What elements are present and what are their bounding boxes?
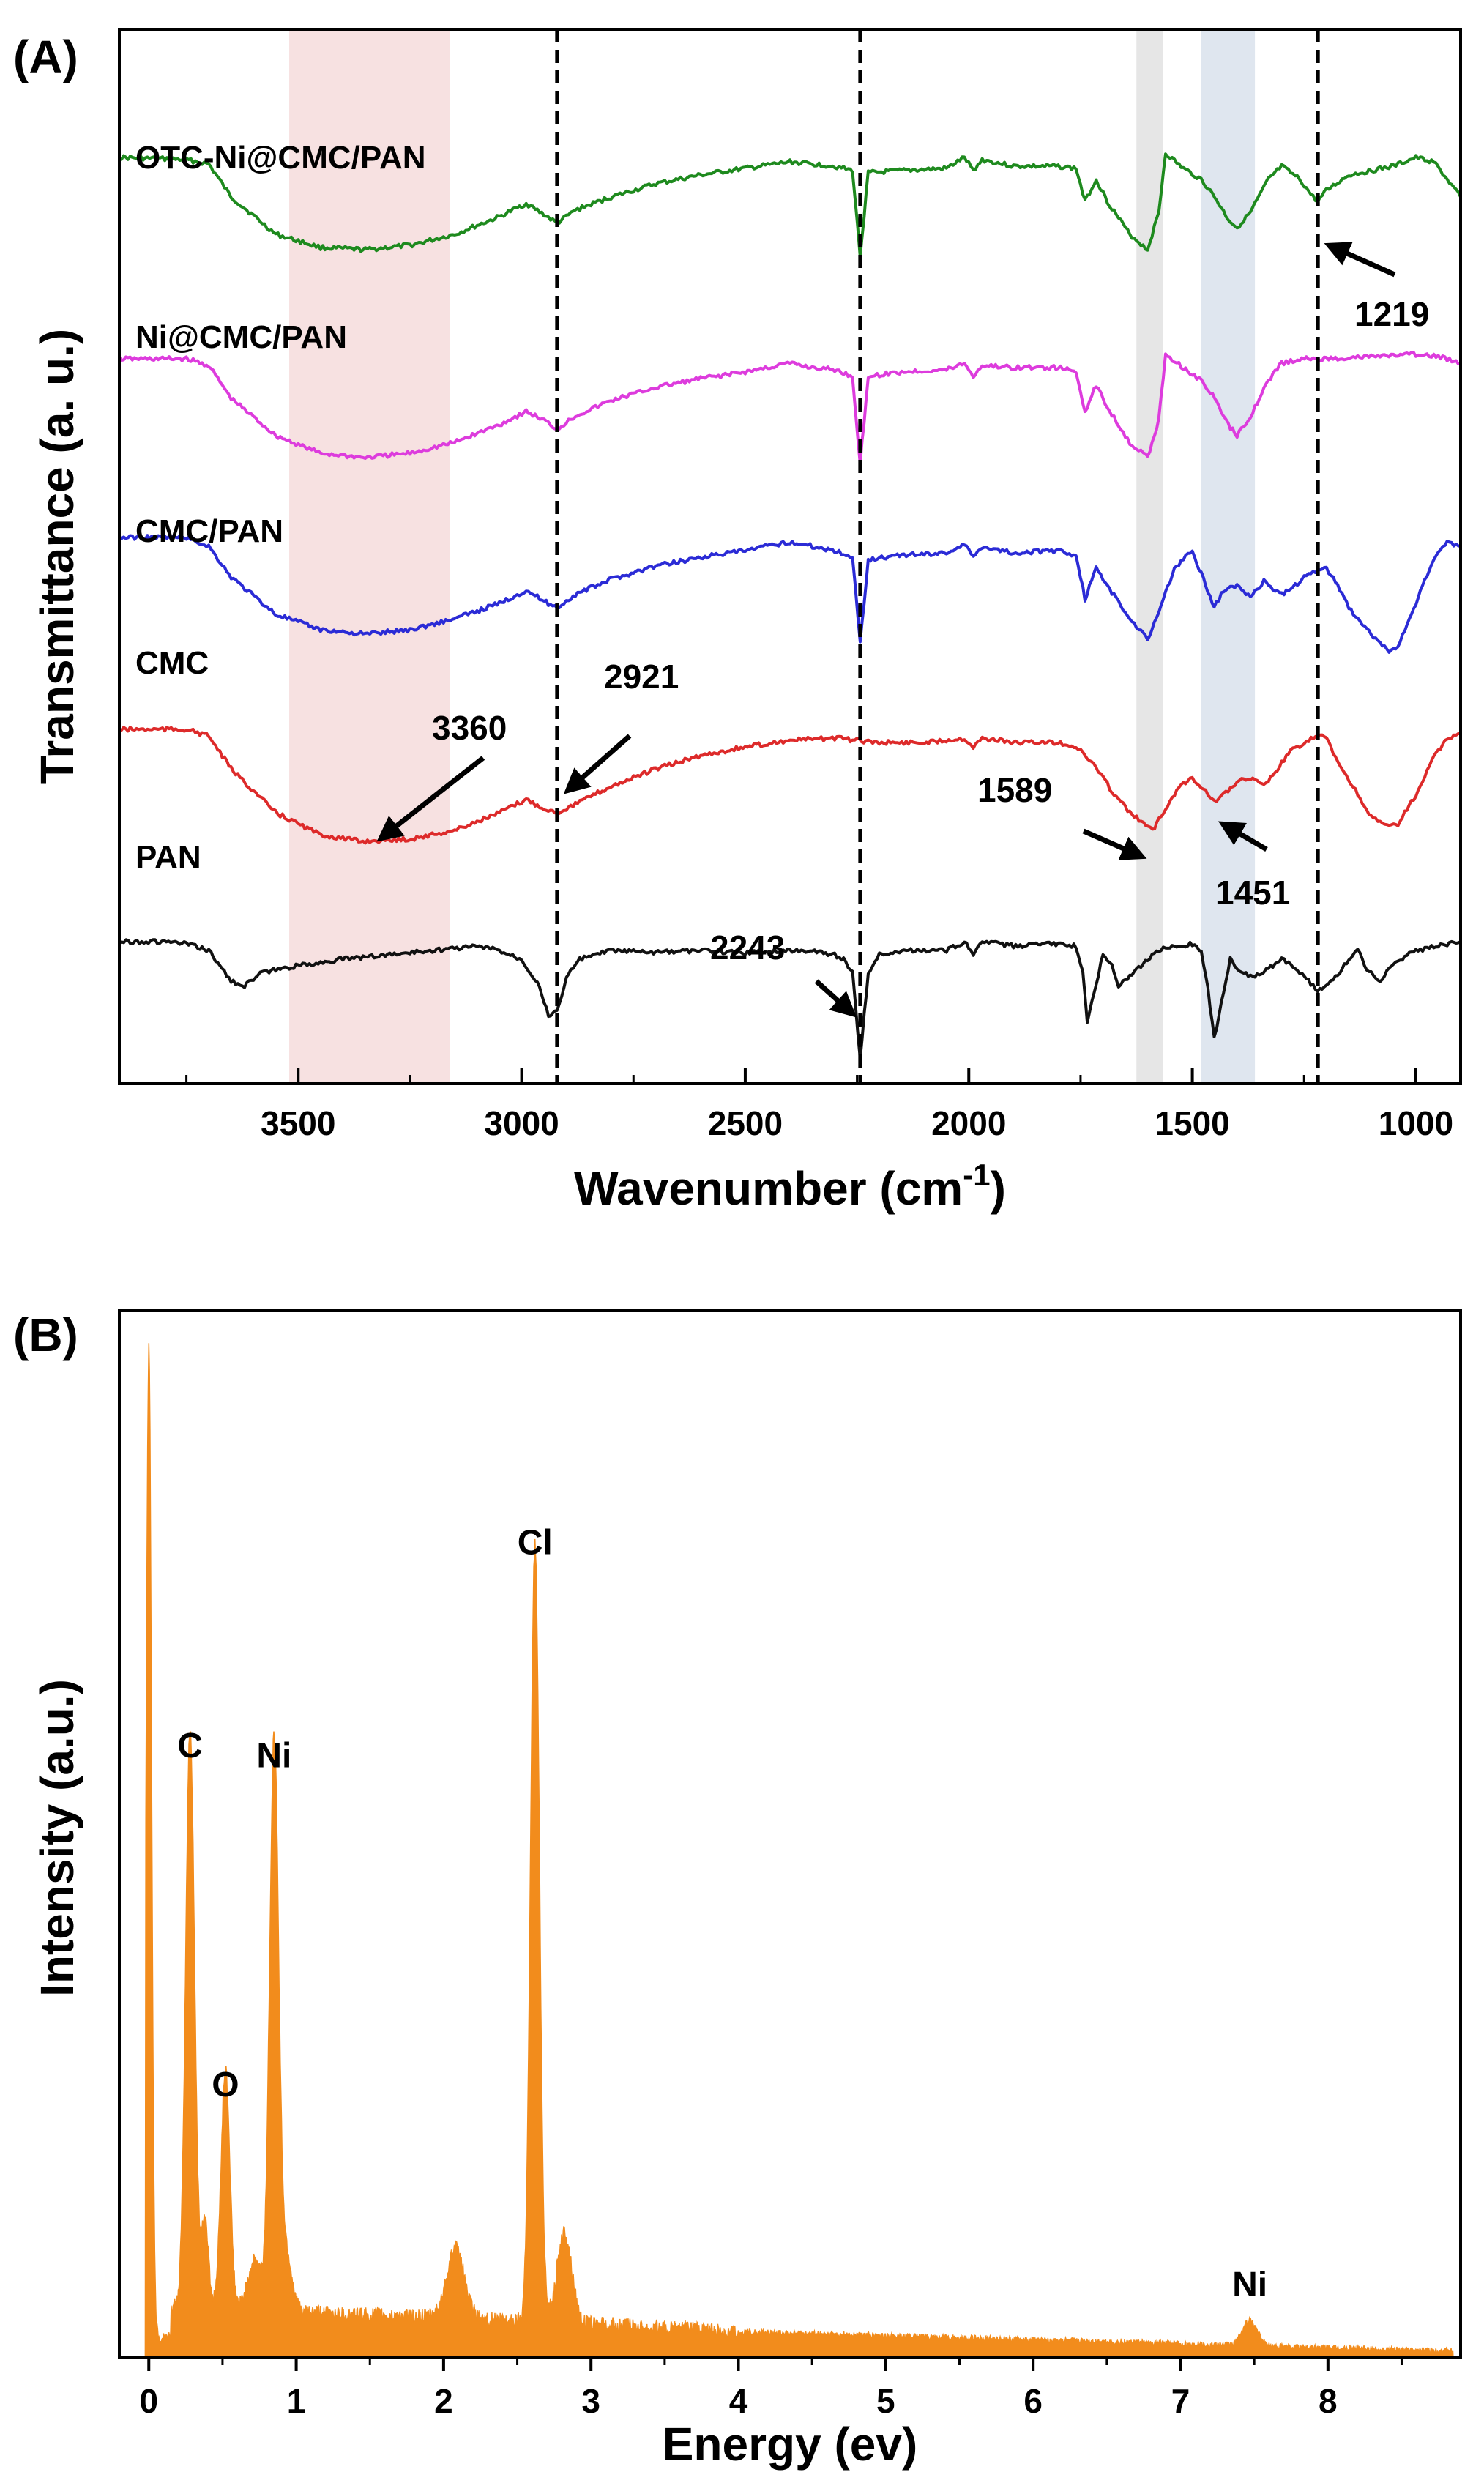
series-labels: OTC-Ni@CMC/PAN Ni@CMC/PAN CMC/PAN CMC PAN bbox=[135, 140, 426, 875]
panel-b-label: (B) bbox=[13, 1308, 78, 1361]
annotation-arrow-1589 bbox=[1082, 828, 1147, 860]
x-axis-title-b: Energy (ev) bbox=[663, 2418, 918, 2471]
series-label: OTC-Ni@CMC/PAN bbox=[135, 140, 426, 176]
x-tick-label: 3 bbox=[581, 2382, 600, 2420]
eds-area bbox=[137, 1343, 1454, 2359]
annotation-label-1589: 1589 bbox=[977, 771, 1052, 809]
panel-b-frame bbox=[118, 1309, 1462, 2359]
x-axis-title-a-main: Wavenumber (cm bbox=[574, 1162, 963, 1215]
x-tick-label: 1 bbox=[287, 2382, 306, 2420]
x-axis-title-a-end: ) bbox=[991, 1162, 1006, 1215]
x-tick-label: 7 bbox=[1171, 2382, 1190, 2420]
x-tick-label: 3500 bbox=[261, 1104, 335, 1142]
peak-label-c: C bbox=[177, 1727, 203, 1765]
series-label: PAN bbox=[135, 839, 201, 875]
reference-lines bbox=[555, 29, 1320, 1084]
highlight-band-1 bbox=[1136, 29, 1163, 1084]
x-tick-label: 6 bbox=[1023, 2382, 1043, 2420]
highlight-band-0 bbox=[289, 29, 450, 1084]
series-label: Ni@CMC/PAN bbox=[135, 319, 347, 355]
x-axis-ticks-b: 0 1 2 3 4 5 6 7 8 bbox=[139, 2358, 1403, 2420]
x-tick-label: 2500 bbox=[708, 1104, 783, 1142]
annotation-arrow-3360 bbox=[376, 756, 485, 842]
element-labels: C O Ni Cl Ni bbox=[177, 1524, 1267, 2304]
x-axis-ticks: 3500 3000 2500 2000 1500 1000 bbox=[185, 1068, 1453, 1142]
peak-label-ni: Ni bbox=[1232, 2266, 1267, 2304]
x-tick-label: 2000 bbox=[931, 1104, 1006, 1142]
x-tick-label: 3000 bbox=[484, 1104, 559, 1142]
series-label: CMC bbox=[135, 645, 209, 681]
series-line-pan bbox=[119, 938, 1461, 1060]
peak-label-cl: Cl bbox=[518, 1524, 553, 1563]
peak-label-o: O bbox=[212, 2066, 239, 2104]
highlight-band-2 bbox=[1201, 29, 1256, 1084]
highlight-bands bbox=[289, 29, 1256, 1084]
panel-b: (B) C O Ni Cl Ni 0 1 2 3 4 5 6 7 8 Energy (ev) Inten… bbox=[13, 1308, 1462, 2471]
annotation-arrow-1451 bbox=[1218, 821, 1268, 852]
eds-spectrum bbox=[137, 1343, 1454, 2359]
spectra bbox=[118, 152, 1462, 1060]
annotation-arrow-1219 bbox=[1324, 242, 1396, 278]
x-tick-label: 1500 bbox=[1155, 1104, 1229, 1142]
x-tick-label: 4 bbox=[729, 2382, 748, 2420]
series-line-ni-cmc-pan bbox=[118, 351, 1461, 466]
x-tick-label: 1000 bbox=[1379, 1104, 1453, 1142]
annotation-arrow-2243 bbox=[814, 979, 857, 1018]
annotation-label-3360: 3360 bbox=[432, 709, 507, 747]
x-tick-label: 5 bbox=[876, 2382, 895, 2420]
series-label: CMC/PAN bbox=[135, 513, 283, 549]
y-axis-title-a: Transmittance (a. u.) bbox=[31, 329, 83, 784]
series-line-otc-ni-cmc-pan bbox=[119, 152, 1462, 258]
peak-label-ni: Ni bbox=[256, 1737, 291, 1776]
annotation-label-1451: 1451 bbox=[1215, 874, 1290, 912]
annotation-label-2921: 2921 bbox=[604, 658, 679, 696]
annotation-label-1219: 1219 bbox=[1354, 295, 1429, 333]
panel-a: (A) OTC-Ni@CMC/PAN Ni@CMC/PAN CMC/PAN CMC PA… bbox=[13, 28, 1462, 1215]
x-tick-label: 0 bbox=[139, 2382, 158, 2420]
series-line-cmc-pan bbox=[118, 534, 1461, 654]
panel-a-label: (A) bbox=[13, 31, 78, 83]
annotation-label-2243: 2243 bbox=[710, 928, 785, 967]
x-tick-label: 2 bbox=[434, 2382, 453, 2420]
x-axis-title-a: Wavenumber (cm-1) bbox=[574, 1158, 1006, 1215]
x-tick-label: 8 bbox=[1319, 2382, 1338, 2420]
y-axis-title-b: Intensity (a.u.) bbox=[31, 1679, 83, 1997]
panel-a-frame bbox=[118, 28, 1462, 1085]
x-axis-title-a-sup: -1 bbox=[963, 1158, 990, 1192]
peak-annotations: 3360 2921 2243 1589 1451 1219 bbox=[376, 242, 1429, 1018]
series-line-cmc bbox=[119, 726, 1461, 845]
annotation-arrow-2921 bbox=[563, 734, 632, 794]
